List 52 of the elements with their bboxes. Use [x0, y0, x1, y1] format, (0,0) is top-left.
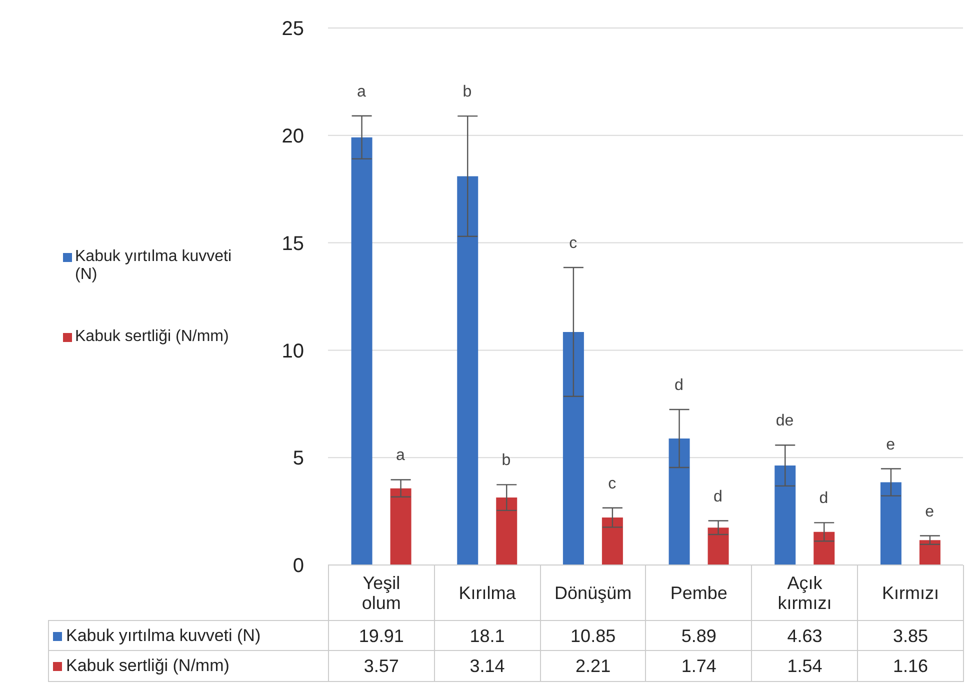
data-label: 1.54 — [752, 651, 858, 681]
annotation: b — [502, 452, 511, 470]
annotation: a — [396, 447, 405, 464]
bar — [774, 466, 796, 565]
x-tick-label: Pembe — [646, 565, 752, 620]
bar — [668, 438, 690, 565]
bar — [390, 488, 412, 565]
annotation: d — [674, 376, 684, 394]
annotation: d — [713, 488, 722, 506]
bar — [562, 332, 584, 565]
bar — [814, 532, 835, 565]
data-label: 2.21 — [540, 651, 646, 681]
x-tick-label: Kırılma — [434, 565, 541, 620]
bar — [602, 518, 623, 565]
data-label: 3.85 — [858, 621, 964, 651]
data-label: 5.89 — [646, 621, 752, 651]
text: Kabuk yırtılma kuvveti (N) — [75, 248, 232, 283]
annotation: c — [608, 475, 616, 492]
annotation: a — [356, 83, 366, 100]
data-label: 1.74 — [646, 651, 752, 681]
data-label: 4.63 — [752, 621, 858, 651]
annotation: e — [886, 436, 896, 454]
y-tick-label: 25 — [282, 18, 304, 40]
data-label: 3.14 — [434, 651, 541, 681]
text: Kabuk sertliği (N/mm) — [75, 328, 229, 345]
bar — [351, 137, 372, 565]
y-tick-label: 20 — [282, 126, 304, 148]
x-tick-label: Kırmızı — [858, 565, 964, 620]
data-label: 10.85 — [540, 621, 646, 651]
annotation: d — [819, 490, 828, 508]
data-label: 19.91 — [329, 621, 435, 651]
x-tick-label: Yeşil olum — [329, 565, 435, 620]
y-tick-label: 10 — [282, 340, 304, 362]
data-label: 3.57 — [329, 651, 435, 681]
x-tick-label: Açık kırmızı — [752, 565, 858, 620]
annotation: c — [569, 235, 578, 252]
annotation: de — [776, 412, 794, 430]
y-tick-label: 0 — [292, 555, 304, 578]
legend-label: Kabuk yırtılma kuvveti (N) — [66, 626, 261, 646]
bar — [880, 482, 902, 565]
bar — [457, 176, 478, 565]
data-label: 18.1 — [434, 621, 541, 651]
annotation: e — [925, 503, 934, 520]
y-tick-label: 15 — [282, 232, 304, 255]
legend-label: Kabuk sertliği (N/mm) — [66, 656, 230, 676]
y-tick-label: 5 — [292, 448, 304, 470]
bar — [708, 528, 729, 565]
bar — [919, 540, 940, 565]
bar — [496, 498, 518, 565]
data-label: 1.16 — [858, 651, 964, 681]
x-tick-label: Dönüşüm — [540, 565, 646, 620]
annotation: b — [462, 84, 472, 101]
